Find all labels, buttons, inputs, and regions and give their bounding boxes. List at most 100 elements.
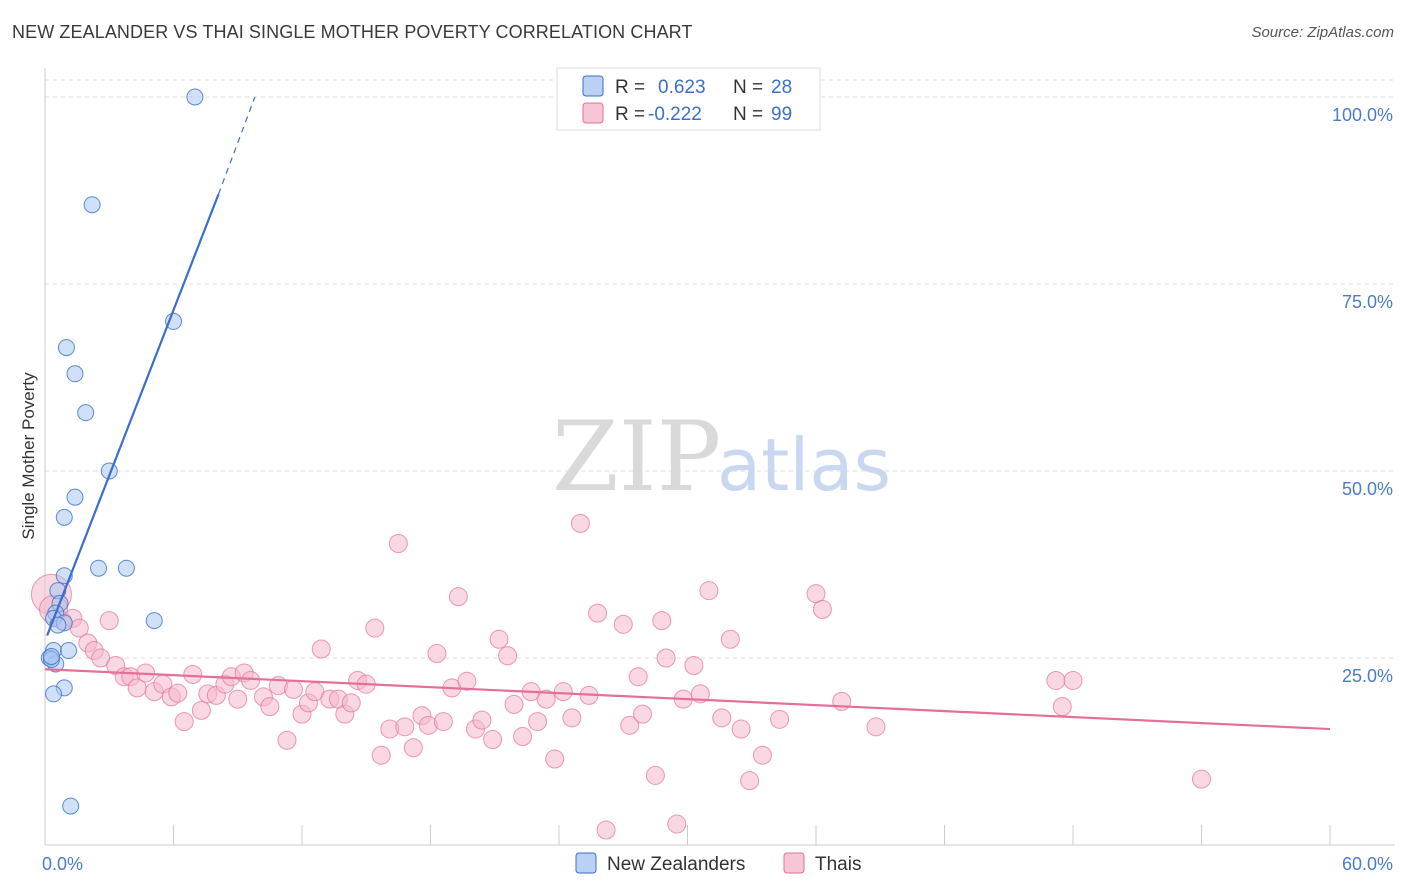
new-zealanders-point — [45, 685, 63, 703]
thais-point — [403, 738, 423, 758]
y-tick-label-25: 25.0% — [1342, 666, 1393, 686]
bottom-legend-new-zealanders: New Zealanders — [607, 854, 745, 875]
y-axis-label: Single Mother Poverty — [19, 372, 38, 540]
new-zealanders-point — [90, 559, 108, 577]
bottom-legend-swatch-pink — [783, 852, 805, 874]
thais-point — [504, 694, 524, 714]
x-tick-label-min: 0.0% — [42, 854, 83, 874]
legend-n-label-pink: N = — [733, 104, 763, 125]
thais-point — [684, 655, 704, 675]
thais-point — [588, 603, 608, 623]
new-zealanders-point — [117, 559, 135, 577]
thais-trend-line — [44, 668, 1331, 731]
thais-point — [720, 629, 740, 649]
legend-swatch-blue — [582, 75, 604, 97]
bottom-legend-swatch-blue — [575, 852, 597, 874]
thais-point — [613, 614, 633, 634]
thais-point — [241, 670, 261, 690]
thais-point — [448, 587, 468, 607]
thais-point — [260, 697, 280, 717]
watermark-zip: ZIP — [552, 401, 721, 513]
y-tick-labels: 25.0% 50.0% 75.0% 100.0% — [1332, 105, 1393, 686]
thais-point — [570, 513, 590, 533]
thais-point — [1063, 670, 1083, 690]
thais-point — [283, 679, 303, 699]
thais-point — [645, 765, 665, 785]
thais-point — [513, 727, 533, 747]
legend-r-value-pink: -0.222 — [648, 104, 702, 125]
thais-point — [99, 611, 119, 631]
axes — [44, 68, 1395, 846]
thais-point — [752, 745, 772, 765]
watermark-atlas: atlas — [717, 423, 891, 507]
thais-point — [191, 700, 211, 720]
x-tick-labels: 0.0% 60.0% — [42, 854, 1393, 874]
new-zealanders-point — [83, 196, 101, 214]
thais-point — [656, 648, 676, 668]
new-zealanders-point — [55, 508, 73, 526]
x-tick-label-max: 60.0% — [1342, 854, 1393, 874]
thais-point — [620, 715, 640, 735]
thais-point — [498, 646, 518, 666]
watermark: ZIP atlas — [552, 401, 891, 513]
thais-point — [168, 683, 188, 703]
legend-r-value-blue: 0.623 — [658, 77, 706, 98]
new-zealanders-trend-extension — [217, 96, 256, 195]
thais-point — [489, 629, 509, 649]
legend-n-value-blue: 28 — [771, 77, 792, 98]
thais-point — [812, 599, 832, 619]
thais-point — [483, 730, 503, 750]
legend: R = 0.623 N = 28 R = -0.222 N = 99 — [556, 67, 821, 131]
bottom-legend-thais: Thais — [815, 854, 861, 875]
new-zealanders-point — [60, 642, 78, 660]
thais-point — [174, 712, 194, 732]
thais-point — [371, 745, 391, 765]
thais-point — [433, 712, 453, 732]
grid-lines — [45, 79, 1395, 659]
thais-point — [427, 644, 447, 664]
bottom-legend: New Zealanders Thais — [575, 852, 861, 875]
thais-point — [628, 667, 648, 687]
chart-source: Source: ZipAtlas.com — [1251, 24, 1394, 41]
chart-title: NEW ZEALANDER VS THAI SINGLE MOTHER POVE… — [12, 22, 693, 42]
new-zealanders-point — [42, 648, 60, 666]
thais-point — [1192, 769, 1211, 789]
thais-point — [740, 771, 760, 791]
thais-point — [91, 648, 111, 668]
thais-point — [311, 639, 331, 659]
new-zealanders-point — [66, 488, 84, 506]
thais-point — [388, 534, 408, 554]
thais-point — [1052, 697, 1072, 717]
legend-r-label-pink: R = — [615, 104, 645, 125]
new-zealanders-point — [62, 797, 80, 815]
thais-point — [667, 814, 687, 834]
thais-point — [633, 704, 653, 724]
thais-point — [365, 618, 385, 638]
thais-point — [545, 749, 565, 769]
thais-point — [652, 611, 672, 631]
thais-point — [699, 581, 719, 601]
thais-point — [536, 689, 556, 709]
trend-lines — [44, 96, 1331, 731]
thais-point — [712, 708, 732, 728]
thais-point — [562, 708, 582, 728]
thais-point — [228, 689, 248, 709]
new-zealanders-trend-line — [46, 193, 220, 636]
thais-point — [866, 717, 886, 737]
new-zealanders-point — [77, 404, 95, 422]
new-zealanders-point — [57, 339, 75, 357]
thais-point — [341, 693, 361, 713]
new-zealanders-point — [66, 365, 84, 383]
thais-point — [690, 684, 710, 704]
thais-point — [1046, 670, 1066, 690]
legend-n-label-blue: N = — [733, 77, 763, 98]
y-tick-label-100: 100.0% — [1332, 105, 1393, 125]
thais-point — [395, 717, 415, 737]
y-tick-label-75: 75.0% — [1342, 292, 1393, 312]
y-tick-label-50: 50.0% — [1342, 479, 1393, 499]
thais-point — [596, 820, 616, 840]
legend-n-value-pink: 99 — [771, 104, 792, 125]
new-zealanders-points — [40, 88, 204, 815]
thais-point — [183, 664, 203, 684]
